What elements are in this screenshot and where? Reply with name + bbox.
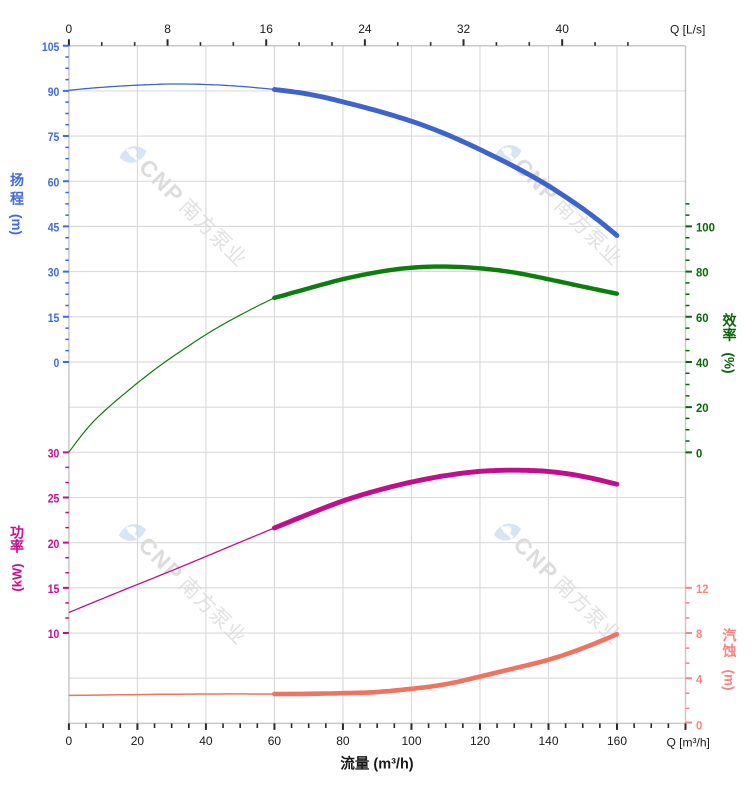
svg-text:20: 20 [48, 537, 60, 551]
svg-text:(m): (m) [9, 214, 24, 235]
svg-text:率: 率 [723, 327, 737, 343]
svg-text:效: 效 [723, 312, 738, 328]
svg-text:30: 30 [48, 446, 60, 460]
svg-text:100: 100 [401, 734, 421, 748]
svg-text:105: 105 [42, 40, 60, 54]
svg-text:75: 75 [48, 130, 60, 144]
svg-text:45: 45 [48, 221, 60, 235]
svg-text:60: 60 [48, 175, 60, 189]
svg-text:30: 30 [48, 266, 60, 280]
svg-text:100: 100 [696, 221, 715, 235]
svg-text:120: 120 [470, 734, 490, 748]
svg-text:8: 8 [696, 627, 703, 641]
svg-text:160: 160 [607, 734, 627, 748]
svg-text:蚀: 蚀 [722, 643, 737, 659]
svg-text:4: 4 [696, 672, 703, 686]
svg-text:80: 80 [336, 734, 350, 748]
svg-text:40: 40 [199, 734, 213, 748]
svg-text:25: 25 [48, 492, 60, 506]
svg-text:功: 功 [10, 524, 24, 540]
svg-text:0: 0 [54, 356, 60, 370]
svg-text:60: 60 [268, 734, 282, 748]
svg-text:15: 15 [48, 582, 60, 596]
svg-text:12: 12 [696, 582, 709, 596]
svg-text:40: 40 [556, 22, 570, 36]
svg-text:24: 24 [358, 22, 372, 36]
svg-text:0: 0 [66, 734, 73, 748]
svg-text:程: 程 [10, 191, 24, 207]
svg-text:32: 32 [457, 22, 471, 36]
svg-text:0: 0 [66, 22, 73, 36]
svg-text:15: 15 [48, 311, 60, 325]
svg-text:16: 16 [260, 22, 274, 36]
svg-text:20: 20 [696, 401, 709, 415]
svg-text:Q [L/s]: Q [L/s] [670, 22, 705, 36]
svg-text:Q [m³/h]: Q [m³/h] [667, 736, 710, 750]
svg-text:8: 8 [164, 22, 171, 36]
svg-text:40: 40 [696, 356, 709, 370]
svg-text:0: 0 [696, 446, 703, 460]
svg-text:扬: 扬 [10, 172, 24, 188]
svg-text:80: 80 [696, 266, 709, 280]
svg-text:(m): (m) [722, 670, 737, 691]
svg-text:90: 90 [48, 85, 60, 99]
svg-text:140: 140 [538, 734, 558, 748]
svg-text:汽: 汽 [723, 627, 737, 643]
svg-text:60: 60 [696, 311, 709, 325]
svg-text:流量 (m³/h): 流量 (m³/h) [340, 754, 413, 772]
svg-text:(%): (%) [722, 353, 737, 374]
svg-text:0: 0 [696, 719, 703, 733]
svg-text:(kW): (kW) [10, 563, 25, 591]
svg-text:20: 20 [131, 734, 145, 748]
svg-text:率: 率 [10, 539, 24, 555]
svg-text:10: 10 [48, 627, 60, 641]
